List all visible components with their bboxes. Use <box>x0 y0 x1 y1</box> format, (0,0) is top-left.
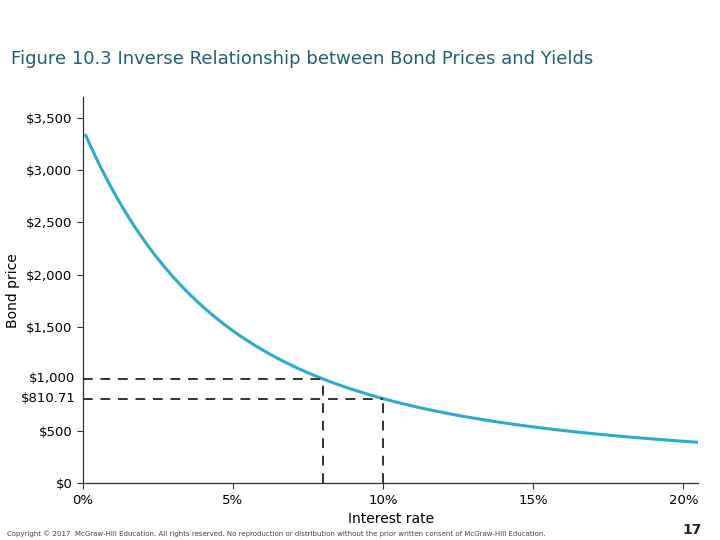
Text: Copyright © 2017  McGraw-Hill Education. All rights reserved. No reproduction or: Copyright © 2017 McGraw-Hill Education. … <box>7 531 546 537</box>
Y-axis label: Bond price: Bond price <box>6 253 20 328</box>
Text: $1,000: $1,000 <box>30 373 76 386</box>
Text: Figure 10.3 Inverse Relationship between Bond Prices and Yields: Figure 10.3 Inverse Relationship between… <box>11 50 593 69</box>
X-axis label: Interest rate: Interest rate <box>348 512 433 526</box>
Text: $810.71: $810.71 <box>21 392 76 405</box>
Text: 17: 17 <box>683 523 702 537</box>
